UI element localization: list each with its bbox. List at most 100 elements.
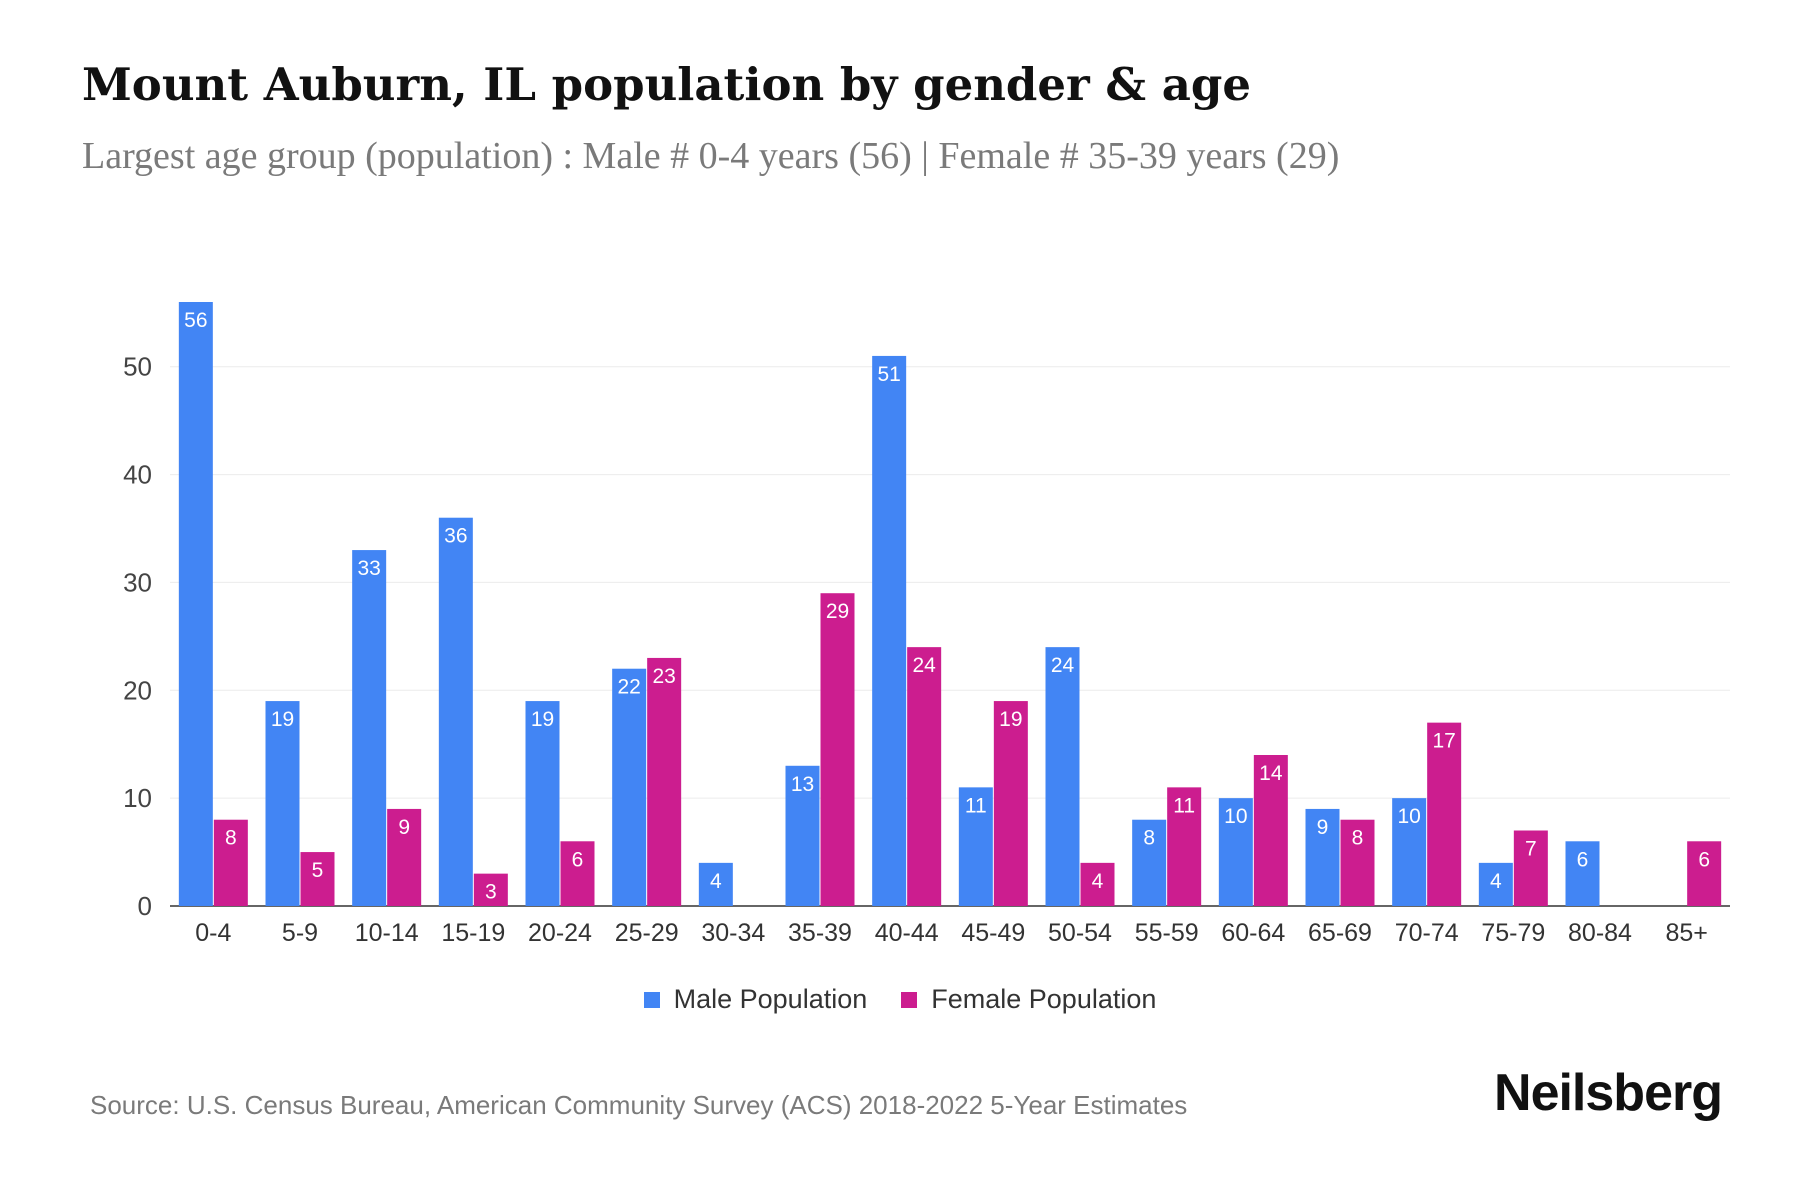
data-label-male: 4 [1490, 870, 1502, 893]
x-tick-label: 25-29 [615, 919, 679, 947]
bar-female [473, 873, 508, 906]
bar-female [1513, 830, 1548, 906]
data-label-male: 33 [357, 557, 380, 580]
chart-subtitle: Largest age group (population) : Male # … [82, 135, 1340, 177]
data-label-male: 13 [791, 773, 814, 796]
x-tick-label: 70-74 [1395, 919, 1459, 947]
data-label-female: 23 [652, 665, 675, 688]
x-tick-label: 65-69 [1308, 919, 1372, 947]
bar-male [872, 355, 907, 906]
data-label-male: 24 [1051, 654, 1075, 677]
y-tick-label: 40 [123, 460, 152, 490]
x-tick-label: 50-54 [1048, 919, 1112, 947]
bar-male [1565, 841, 1600, 906]
bar-male [525, 701, 560, 906]
data-label-female: 5 [312, 859, 324, 882]
data-label-female: 6 [572, 848, 584, 871]
x-tick-label: 80-84 [1568, 919, 1632, 947]
bar-male [1045, 647, 1080, 906]
data-label-male: 19 [271, 708, 294, 731]
x-tick-label: 35-39 [788, 919, 852, 947]
chart-title: Mount Auburn, IL population by gender & … [82, 58, 1251, 111]
source-note: Source: U.S. Census Bureau, American Com… [90, 1090, 1188, 1120]
bar-male [785, 765, 820, 906]
data-label-female: 6 [1698, 848, 1710, 871]
data-label-male: 51 [877, 363, 900, 386]
bar-male [1305, 808, 1340, 906]
data-label-male: 10 [1224, 805, 1247, 828]
legend: Male Population Female Population [0, 984, 1800, 1015]
data-label-female: 14 [1259, 762, 1283, 785]
data-label-female: 19 [999, 708, 1022, 731]
bar-female [1340, 819, 1375, 906]
bar-female [907, 647, 942, 906]
y-tick-label: 50 [123, 352, 152, 382]
x-tick-label: 45-49 [961, 919, 1025, 947]
data-label-female: 11 [1173, 794, 1195, 817]
data-label-male: 9 [1317, 816, 1329, 839]
x-tick-label: 55-59 [1135, 919, 1199, 947]
data-label-male: 6 [1577, 848, 1589, 871]
data-label-male: 22 [617, 676, 640, 699]
data-label-female: 9 [398, 816, 410, 839]
x-tick-label: 60-64 [1221, 919, 1285, 947]
bar-female [647, 657, 682, 906]
x-tick-label: 30-34 [701, 919, 765, 947]
data-label-male: 10 [1397, 805, 1420, 828]
bar-female [1167, 787, 1202, 906]
bar-female [1253, 755, 1288, 906]
data-label-female: 29 [826, 600, 849, 623]
bar-female [387, 808, 422, 906]
data-label-female: 24 [912, 654, 936, 677]
data-label-male: 11 [965, 794, 987, 817]
bar-female [1080, 862, 1115, 906]
x-tick-label: 20-24 [528, 919, 592, 947]
bar-female [300, 852, 335, 906]
bar-female [213, 819, 248, 906]
bar-male [1478, 862, 1513, 906]
y-tick-label: 0 [138, 891, 152, 921]
x-tick-label: 5-9 [282, 919, 318, 947]
data-label-male: 36 [444, 525, 467, 548]
x-tick-label: 40-44 [875, 919, 939, 947]
bar-male [1218, 798, 1253, 906]
x-tick-label: 75-79 [1481, 919, 1545, 947]
y-tick-label: 10 [123, 783, 152, 813]
data-label-male: 4 [710, 870, 722, 893]
x-tick-label: 10-14 [355, 919, 419, 947]
x-tick-label: 0-4 [195, 919, 231, 947]
bar-female [1427, 722, 1462, 906]
legend-item-female: Female Population [901, 984, 1156, 1015]
bar-male [1392, 798, 1427, 906]
data-label-male: 56 [184, 309, 207, 332]
bar-male [698, 862, 733, 906]
legend-label-male: Male Population [673, 984, 868, 1014]
data-label-female: 8 [225, 827, 237, 850]
data-label-female: 7 [1525, 838, 1537, 861]
data-label-female: 4 [1092, 870, 1104, 893]
legend-swatch-female [901, 991, 918, 1008]
bar-male [352, 550, 387, 906]
data-label-male: 8 [1143, 827, 1155, 850]
bar-male [178, 302, 213, 906]
y-tick-label: 20 [123, 675, 152, 705]
bar-female [560, 841, 595, 906]
legend-swatch-male [643, 991, 660, 1008]
x-tick-label: 15-19 [441, 919, 505, 947]
bar-male [958, 787, 993, 906]
brand-logo: Neilsberg [1494, 1064, 1723, 1122]
bar-female [820, 593, 855, 906]
bar-female [993, 701, 1028, 906]
legend-label-female: Female Population [931, 984, 1157, 1014]
bar-male [1132, 819, 1167, 906]
data-label-female: 3 [485, 881, 497, 904]
bar-male [438, 517, 473, 906]
data-label-male: 19 [531, 708, 554, 731]
legend-item-male: Male Population [643, 984, 868, 1015]
y-tick-label: 30 [123, 567, 152, 597]
bar-male [265, 701, 300, 906]
bar-male [612, 668, 647, 906]
x-tick-label: 85+ [1665, 919, 1707, 947]
data-label-female: 8 [1352, 827, 1364, 850]
